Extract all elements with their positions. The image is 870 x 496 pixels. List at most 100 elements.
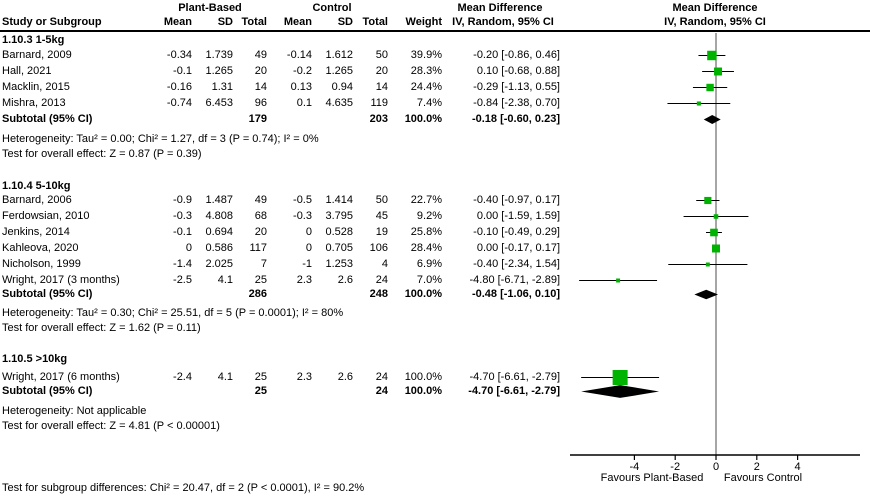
axis-tick-label: -4 (630, 461, 640, 473)
study-row: Wright, 2017 (6 months) -2.4 4.1 25 2.3 2.6 24… (0, 371, 870, 384)
control-sd-cell: 0.705 (325, 242, 353, 254)
control-total-cell: 24 (375, 371, 388, 383)
study-name: Jenkins, 2014 (2, 226, 70, 238)
control-total-cell: 20 (375, 65, 388, 77)
header-column-row: Study or Subgroup Mean SD Total Mean SD … (0, 16, 870, 29)
control-total-cell: 45 (375, 210, 388, 222)
ci-text-cell: 0.00 [-1.59, 1.59] (476, 210, 560, 222)
study-name: Macklin, 2015 (2, 81, 70, 93)
plant-sd-cell: 0.586 (205, 242, 233, 254)
control-total-cell: 248 (369, 288, 388, 300)
ci-text-cell: -0.48 [-1.06, 0.10] (471, 288, 560, 300)
plant-sd-cell: 4.808 (205, 210, 233, 222)
favours-right-label: Favours Control (724, 472, 802, 484)
control-total-cell: 14 (375, 81, 388, 93)
method-header-plot: IV, Random, 95% CI (664, 16, 766, 28)
subtotal-row: Subtotal (95% CI) 179 203 100.0% -0.18 [-0.6… (0, 113, 870, 126)
control-total-cell: 50 (375, 49, 388, 61)
col-header-sd2: SD (337, 16, 353, 28)
plant-total-cell: 7 (260, 258, 267, 270)
ci-text-cell: -4.70 [-6.61, -2.79] (469, 371, 561, 383)
plant-total-cell: 179 (248, 113, 267, 125)
study-name: Ferdowsian, 2010 (2, 210, 90, 222)
plant-total-cell: 49 (254, 49, 267, 61)
study-row: Jenkins, 2014 -0.1 0.694 20 0 0.528 19 25.8% -0.… (0, 226, 870, 239)
subgroup-label: 1.10.5 >10kg (2, 353, 68, 365)
group-header-plant-based: Plant-Based (178, 2, 242, 14)
weight-cell: 100.0% (404, 385, 442, 397)
study-row: Hall, 2021 -0.1 1.265 20 -0.2 1.265 20 28.3% 0.1… (0, 65, 870, 78)
subtotal-diamond (694, 289, 719, 300)
plant-total-cell: 49 (254, 194, 267, 206)
col-header-total1: Total (241, 16, 267, 28)
header-group-row: Plant-Based Control Mean Difference Mean… (0, 2, 870, 15)
control-mean-cell: -0.3 (293, 210, 312, 222)
control-sd-cell: 1.414 (325, 194, 353, 206)
control-total-cell: 119 (370, 97, 388, 109)
ci-text-cell: -0.20 [-0.86, 0.46] (473, 49, 560, 61)
favours-left-label: Favours Plant-Based (601, 472, 704, 484)
plant-mean-cell: -2.4 (173, 371, 192, 383)
control-total-cell: 24 (375, 385, 388, 397)
plant-sd-cell: 0.694 (205, 226, 233, 238)
effect-square (696, 101, 701, 106)
plant-sd-cell: 1.487 (205, 194, 233, 206)
control-mean-cell: 0 (305, 226, 312, 238)
ci-text-cell: -0.10 [-0.49, 0.29] (473, 226, 560, 238)
control-mean-cell: -0.14 (286, 49, 312, 61)
control-mean-cell: 0.13 (290, 81, 312, 93)
weight-cell: 100.0% (404, 113, 442, 125)
ci-text-cell: 0.00 [-0.17, 0.17] (476, 242, 560, 254)
plant-sd-cell: 6.453 (205, 97, 233, 109)
plant-total-cell: 68 (254, 210, 267, 222)
weight-cell: 7.0% (416, 274, 442, 286)
overall-effect-note: Test for overall effect: Z = 0.87 (P = 0… (2, 148, 202, 160)
subgroup-difference-test: Test for subgroup differences: Chi² = 20… (2, 482, 365, 494)
heterogeneity-note: Heterogeneity: Not applicable (2, 405, 147, 417)
study-name: Mishra, 2013 (2, 97, 66, 109)
control-sd-cell: 2.6 (337, 274, 353, 286)
weight-cell: 28.3% (410, 65, 442, 77)
control-sd-cell: 0.94 (331, 81, 353, 93)
group-header-control: Control (312, 2, 352, 14)
plant-mean-cell: -0.9 (173, 194, 192, 206)
study-name: Wright, 2017 (3 months) (2, 274, 120, 286)
effect-square (612, 370, 628, 385)
ci-text-cell: -0.29 [-1.13, 0.55] (473, 81, 560, 93)
subtotal-label: Subtotal (95% CI) (2, 385, 93, 397)
weight-cell: 28.4% (410, 242, 442, 254)
effect-square (706, 83, 714, 92)
header-divider (0, 30, 870, 32)
plant-mean-cell: -0.1 (173, 65, 192, 77)
axis-tick-label: 0 (713, 461, 719, 473)
ci-text-cell: -0.40 [-2.34, 1.54] (473, 258, 560, 270)
heterogeneity-note: Heterogeneity: Tau² = 0.30; Chi² = 25.51… (2, 307, 344, 319)
col-header-total2: Total (362, 16, 388, 28)
study-row: Nicholson, 1999 -1.4 2.025 7 -1 1.253 4 6.9% -0.… (0, 258, 870, 271)
axis-tick-label: -2 (670, 461, 680, 473)
study-name: Barnard, 2009 (2, 49, 72, 61)
col-header-study: Study or Subgroup (2, 16, 102, 28)
plant-total-cell: 20 (254, 65, 267, 77)
study-name: Nicholson, 1999 (2, 258, 81, 270)
plant-total-cell: 117 (249, 242, 267, 254)
overall-effect-note: Test for overall effect: Z = 1.62 (P = 0… (2, 322, 201, 334)
effect-square (707, 50, 717, 61)
subtotal-label: Subtotal (95% CI) (2, 113, 93, 125)
study-name: Kahleova, 2020 (2, 242, 79, 254)
plant-sd-cell: 4.1 (217, 371, 233, 383)
control-mean-cell: 0 (305, 242, 312, 254)
plant-mean-cell: -0.16 (166, 81, 192, 93)
control-mean-cell: 2.3 (296, 274, 312, 286)
study-row: Wright, 2017 (3 months) -2.5 4.1 25 2.3 2.6 24… (0, 274, 870, 287)
plant-sd-cell: 4.1 (217, 274, 233, 286)
plant-total-cell: 96 (254, 97, 267, 109)
control-total-cell: 106 (369, 242, 388, 254)
heterogeneity-note: Heterogeneity: Tau² = 0.00; Chi² = 1.27,… (2, 133, 319, 145)
effect-header-text: Mean Difference (457, 2, 543, 14)
weight-cell: 22.7% (410, 194, 442, 206)
control-total-cell: 4 (381, 258, 388, 270)
study-name: Hall, 2021 (2, 65, 52, 77)
effect-square (714, 67, 723, 76)
